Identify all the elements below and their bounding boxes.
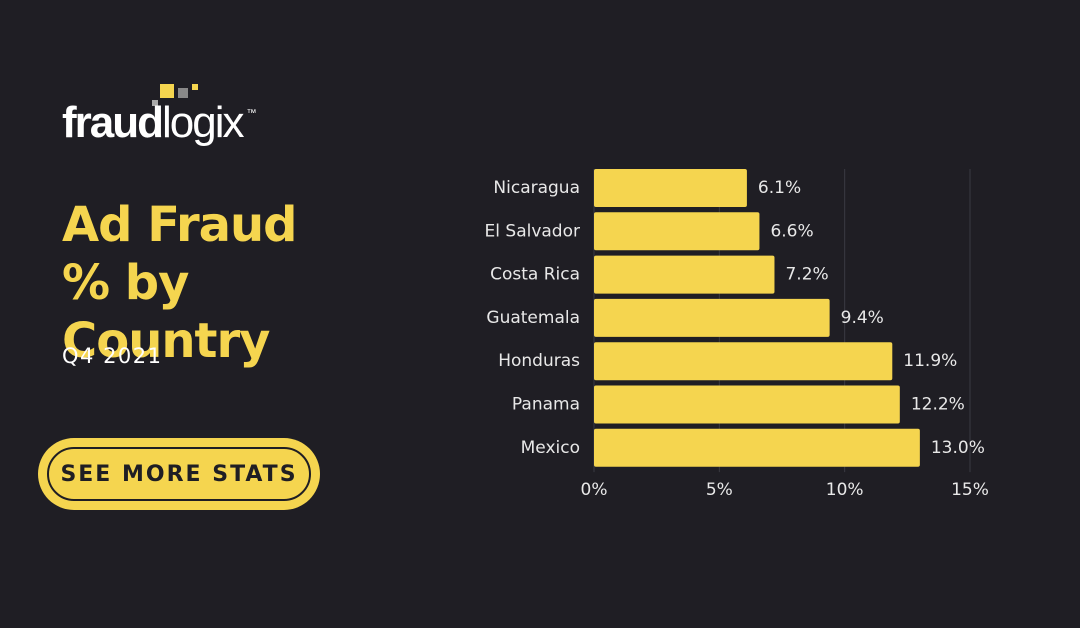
headline: Ad Fraud % by Country bbox=[62, 197, 298, 369]
bar bbox=[594, 298, 830, 337]
see-more-button[interactable]: SEE MORE STATS bbox=[38, 438, 320, 510]
value-label: 9.4% bbox=[841, 308, 884, 328]
bar bbox=[594, 428, 920, 467]
bar bbox=[594, 169, 747, 207]
bar bbox=[594, 255, 775, 294]
chart: 0% 5% 10% 15% Nicaragua 6.1% El Salvador 6.6% Co… bbox=[485, 169, 989, 500]
y-tick-label: El Salvador bbox=[485, 221, 580, 241]
bar bbox=[594, 212, 760, 251]
x-tick-label: 15% bbox=[951, 480, 989, 500]
bar bbox=[594, 342, 893, 381]
y-tick-label: Guatemala bbox=[486, 308, 580, 328]
y-tick-label: Panama bbox=[512, 395, 580, 415]
y-tick-label: Honduras bbox=[498, 351, 580, 371]
x-tick-label: 10% bbox=[826, 480, 864, 500]
value-label: 11.9% bbox=[903, 351, 957, 371]
logo: fraudlogix ™ bbox=[62, 98, 257, 148]
trademark: ™ bbox=[246, 108, 257, 119]
logo-square bbox=[192, 84, 198, 90]
logo-square bbox=[178, 88, 188, 98]
y-tick-label: Mexico bbox=[521, 438, 580, 458]
value-label: 6.1% bbox=[758, 178, 801, 198]
logo-light: logix bbox=[162, 98, 244, 147]
logo-square bbox=[152, 100, 158, 106]
x-tick-label: 5% bbox=[706, 480, 733, 500]
subtitle: Q4 2021 bbox=[62, 344, 163, 368]
value-label: 13.0% bbox=[931, 438, 985, 458]
value-label: 6.6% bbox=[770, 221, 813, 241]
logo-square bbox=[160, 84, 174, 98]
logo-bold: fraud bbox=[62, 98, 164, 147]
x-tick-label: 0% bbox=[581, 480, 608, 500]
value-label: 12.2% bbox=[911, 395, 965, 415]
y-tick-label: Costa Rica bbox=[490, 265, 580, 285]
value-label: 7.2% bbox=[785, 265, 828, 285]
button-label[interactable]: SEE MORE STATS bbox=[47, 447, 311, 501]
bar bbox=[594, 385, 900, 424]
y-tick-label: Nicaragua bbox=[493, 178, 580, 198]
